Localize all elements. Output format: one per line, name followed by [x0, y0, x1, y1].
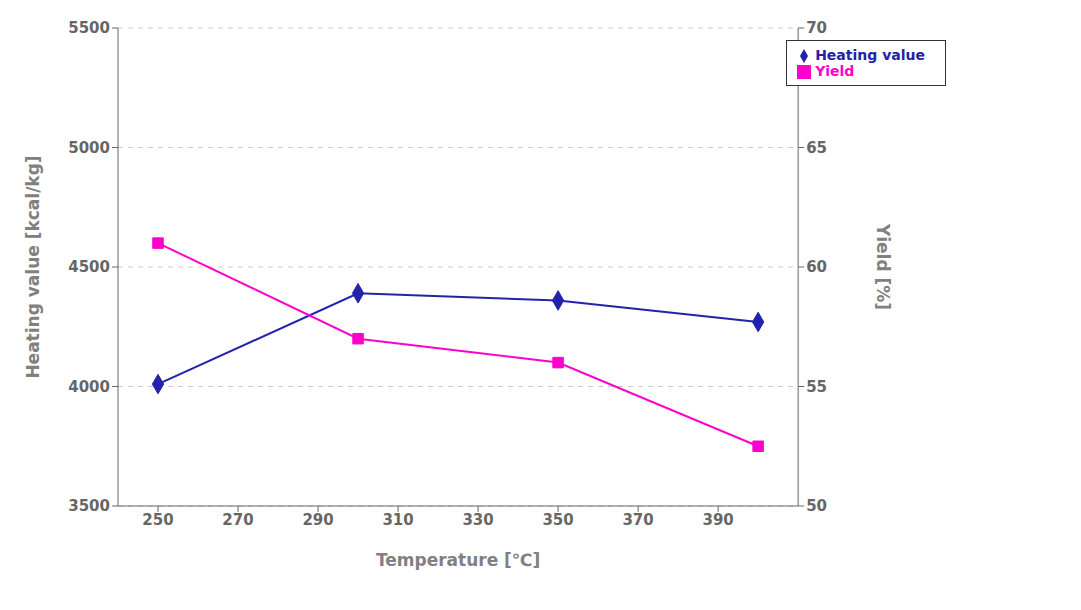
- svg-text:60: 60: [806, 258, 827, 276]
- svg-text:4000: 4000: [68, 378, 110, 396]
- html-text:Yield: Yield: [815, 63, 855, 79]
- svg-text:70: 70: [806, 19, 827, 37]
- svg-text:5000: 5000: [68, 139, 110, 157]
- svg-text:50: 50: [806, 497, 827, 515]
- svg-text:270: 270: [222, 511, 253, 529]
- svg-text:310: 310: [382, 511, 413, 529]
- svg-text:370: 370: [622, 511, 653, 529]
- svg-text:390: 390: [702, 511, 733, 529]
- svg-text:Temperature [℃]: Temperature [℃]: [376, 550, 540, 570]
- svg-text:3500: 3500: [68, 497, 110, 515]
- svg-text:330: 330: [462, 511, 493, 529]
- svg-text:350: 350: [542, 511, 573, 529]
- svg-text:55: 55: [806, 378, 827, 396]
- svg-text:5500: 5500: [68, 19, 110, 37]
- svg-text:250: 250: [142, 511, 173, 529]
- svg-text:4500: 4500: [68, 258, 110, 276]
- html-text:Heating value: Heating value: [815, 47, 925, 63]
- svg-text:Heating value [kcal/kg]: Heating value [kcal/kg]: [23, 155, 43, 378]
- svg-text:Yield [%]: Yield [%]: [873, 223, 893, 310]
- svg-text:65: 65: [806, 139, 827, 157]
- svg-text:290: 290: [302, 511, 333, 529]
